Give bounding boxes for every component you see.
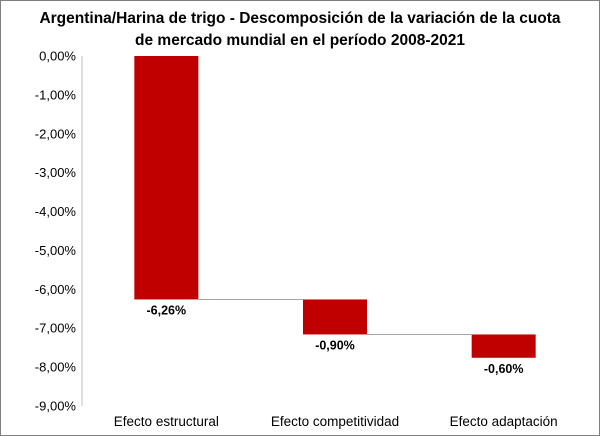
bar-3	[471, 334, 536, 358]
y-tick-label: -8,00%	[35, 360, 77, 375]
y-tick-label: -5,00%	[35, 243, 77, 258]
y-tick-label: -3,00%	[35, 165, 77, 180]
y-tick-label: -9,00%	[35, 399, 77, 414]
y-tick-label: -4,00%	[35, 204, 77, 219]
y-tick-label: -2,00%	[35, 126, 77, 141]
bar-1	[134, 56, 199, 300]
x-category-label-1: Efecto estructural	[114, 414, 219, 429]
data-label-2: -0,90%	[315, 338, 355, 352]
y-tick-label: -7,00%	[35, 321, 77, 336]
bar-2	[303, 299, 367, 335]
y-tick-label: 0,00%	[39, 49, 76, 64]
x-category-label-2: Efecto competitividad	[271, 414, 399, 429]
chart-title-line-1: Argentina/Harina de trigo - Descomposici…	[39, 10, 561, 27]
chart-title-line-2: de mercado mundial en el período 2008-20…	[135, 32, 465, 49]
x-category-label-3: Efecto adaptación	[450, 414, 558, 429]
chart-title: Argentina/Harina de trigo - Descomposici…	[0, 8, 600, 52]
y-tick-label: -6,00%	[35, 282, 77, 297]
y-tick-label: -1,00%	[35, 87, 77, 102]
data-label-1: -6,26%	[147, 303, 187, 317]
data-label-3: -0,60%	[484, 362, 524, 376]
